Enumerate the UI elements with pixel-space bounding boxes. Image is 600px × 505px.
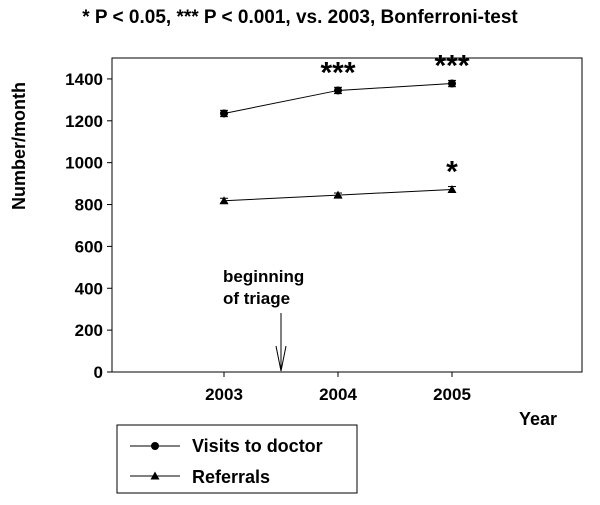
plot-frame [111,57,583,373]
y-axis-label: Number/month [9,82,29,210]
y-tick-label: 200 [75,321,103,340]
legend-label-referrals: Referrals [192,467,270,487]
legend-box [116,424,358,494]
y-tick-label: 1400 [65,70,103,89]
data-point-triangle [219,196,229,205]
legend-marker-triangle [150,471,160,480]
data-point-triangle [333,190,343,199]
x-tick-label: 2005 [433,385,471,404]
significance-markers: *** **** [320,50,469,189]
x-tick-label: 2003 [205,385,243,404]
legend-label-visits: Visits to doctor [192,436,323,456]
y-tick-label: 600 [75,237,103,256]
legend-marker-circle [151,442,159,450]
y-tick-label: 1200 [65,112,103,131]
significance-label: *** [434,50,469,83]
chart-title: * P < 0.05, *** P < 0.001, vs. 2003, Bon… [82,7,518,28]
data-point-circle [220,109,228,118]
annotation-line-1: beginning [223,267,304,286]
triage-annotation: beginning of triage [223,267,304,372]
y-tick-label: 400 [75,279,103,298]
data-point-circle [334,86,342,95]
annotation-line-2: of triage [223,289,290,308]
data-point-circle [448,79,456,88]
significance-label: * [446,155,458,188]
significance-label: *** [320,56,355,89]
x-tick-label: 2004 [319,385,357,404]
annotation-arrow-head [275,345,287,372]
y-tick-label: 800 [75,196,103,215]
x-axis-label: Year [519,409,557,429]
data-series [219,79,457,205]
y-tick-label: 0 [94,363,103,382]
x-axis-ticks: 2003 2004 2005 [205,372,471,404]
legend: Visits to doctor Referrals [116,424,358,494]
y-axis-ticks: 0 200 400 600 800 1000 1200 1400 [65,70,112,382]
data-point-triangle [447,184,457,193]
y-tick-label: 1000 [65,154,103,173]
